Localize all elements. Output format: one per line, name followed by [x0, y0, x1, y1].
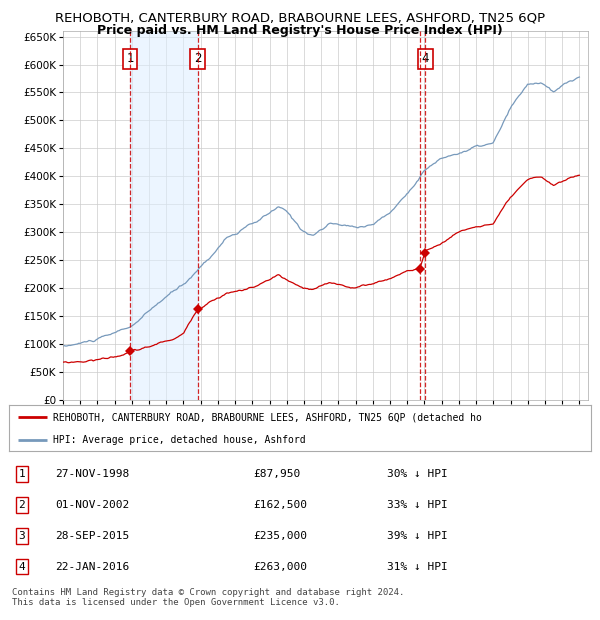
Text: £235,000: £235,000 [253, 531, 307, 541]
Text: 2: 2 [19, 500, 25, 510]
Text: 1: 1 [127, 53, 134, 66]
Text: 33% ↓ HPI: 33% ↓ HPI [388, 500, 448, 510]
Text: Contains HM Land Registry data © Crown copyright and database right 2024.
This d: Contains HM Land Registry data © Crown c… [12, 588, 404, 607]
Text: 2: 2 [194, 53, 202, 66]
Text: 30% ↓ HPI: 30% ↓ HPI [388, 469, 448, 479]
Text: 3: 3 [19, 531, 25, 541]
Text: HPI: Average price, detached house, Ashford: HPI: Average price, detached house, Ashf… [53, 435, 305, 445]
Text: 01-NOV-2002: 01-NOV-2002 [56, 500, 130, 510]
Text: 4: 4 [422, 53, 429, 66]
Text: £263,000: £263,000 [253, 562, 307, 572]
Text: 39% ↓ HPI: 39% ↓ HPI [388, 531, 448, 541]
Text: £162,500: £162,500 [253, 500, 307, 510]
Text: Price paid vs. HM Land Registry's House Price Index (HPI): Price paid vs. HM Land Registry's House … [97, 24, 503, 37]
Text: 27-NOV-1998: 27-NOV-1998 [56, 469, 130, 479]
Text: 22-JAN-2016: 22-JAN-2016 [56, 562, 130, 572]
Text: 1: 1 [19, 469, 25, 479]
Text: 28-SEP-2015: 28-SEP-2015 [56, 531, 130, 541]
Text: REHOBOTH, CANTERBURY ROAD, BRABOURNE LEES, ASHFORD, TN25 6QP (detached ho: REHOBOTH, CANTERBURY ROAD, BRABOURNE LEE… [53, 412, 482, 422]
Text: REHOBOTH, CANTERBURY ROAD, BRABOURNE LEES, ASHFORD, TN25 6QP: REHOBOTH, CANTERBURY ROAD, BRABOURNE LEE… [55, 11, 545, 24]
Text: 31% ↓ HPI: 31% ↓ HPI [388, 562, 448, 572]
Text: £87,950: £87,950 [253, 469, 301, 479]
Text: 4: 4 [19, 562, 25, 572]
Bar [130, 31, 198, 400]
